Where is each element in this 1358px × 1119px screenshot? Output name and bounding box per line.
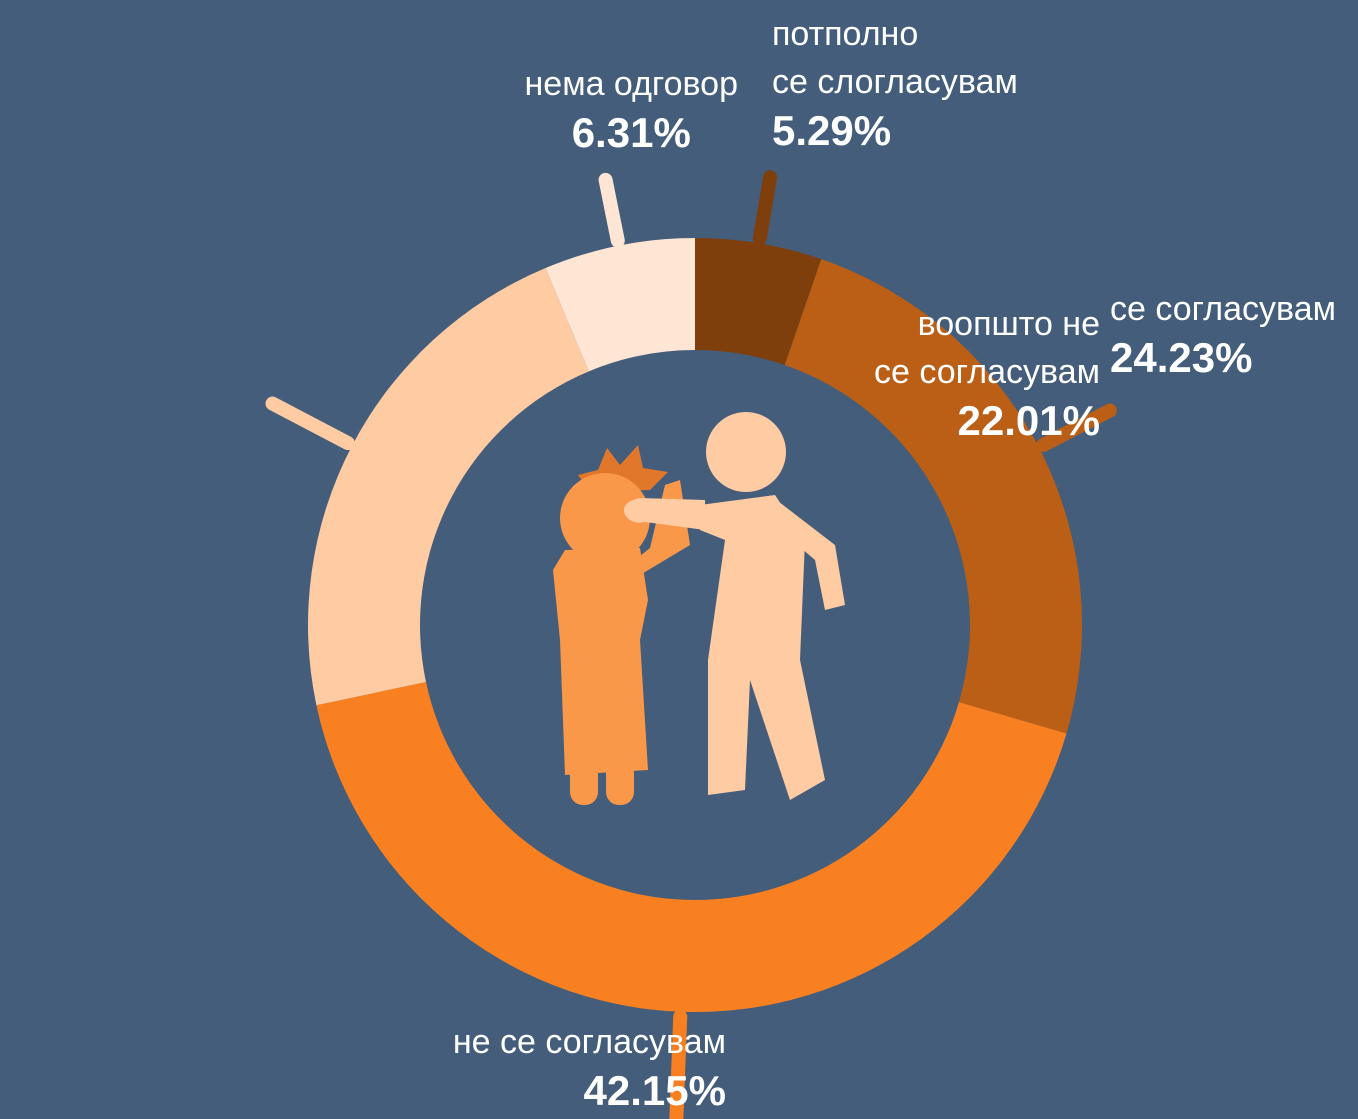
value-label: 22.01% [874,396,1100,446]
leader-line [760,177,770,238]
value-label: 42.15% [453,1066,726,1116]
value-label: 5.29% [772,106,1018,156]
leader-line [606,180,618,241]
category-label: се согласувам [1110,285,1336,333]
category-label: воопшто не се согласувам [874,300,1100,396]
value-label: 6.31% [525,108,738,158]
category-label: потполно се слогласувам [772,10,1018,106]
victim-leg [570,760,598,805]
page: потполно се слогласувам5.29% се согласува… [0,0,1358,1119]
illustration [553,412,845,805]
donut-slice [316,682,1066,1012]
leader-line [273,404,348,443]
category-label: нема одговор [525,60,738,108]
category-label: не се согласувам [453,1018,726,1066]
aggressor-head [706,412,786,492]
donut-slice [308,268,589,705]
victim-body [553,548,648,775]
chart [0,0,1358,1119]
value-label: 24.23% [1110,333,1336,383]
victim-leg [606,760,634,805]
